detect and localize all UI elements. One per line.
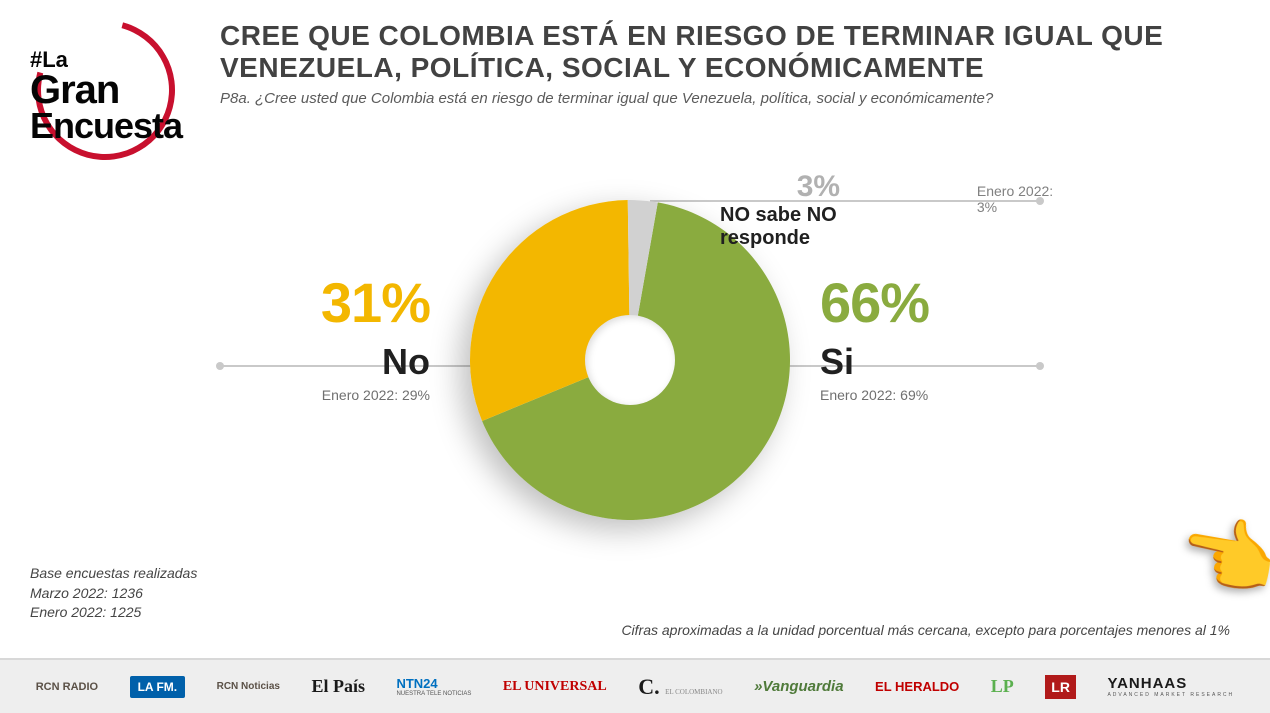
logo-el-universal: EL UNIVERSAL — [503, 679, 607, 695]
page-title: CREE QUE COLOMBIA ESTÁ EN RIESGO DE TERM… — [220, 20, 1240, 84]
question-subtitle: P8a. ¿Cree usted que Colombia está en ri… — [220, 90, 1240, 107]
no-prev: Enero 2022: 29% — [170, 387, 430, 403]
no-percent: 31% — [170, 270, 430, 335]
logo-rcn-radio: RCN RADIO — [36, 681, 98, 693]
nsnr-percent: 3% — [720, 170, 917, 204]
logo-la-fm: LA FM. — [130, 676, 186, 698]
logo-ntn24: NTN24 NUESTRA TELE NOTICIAS — [396, 676, 471, 697]
callout-si: 66% Si Enero 2022: 69% — [820, 270, 1120, 403]
callout-no: 31% No Enero 2022: 29% — [170, 270, 430, 403]
donut-center-hole — [585, 315, 675, 405]
si-prev: Enero 2022: 69% — [820, 387, 1120, 403]
logo-ntn24-text: NTN24 — [396, 676, 437, 691]
no-label: No — [170, 341, 430, 383]
footer-logos: RCN RADIO LA FM. RCN Noticias El País NT… — [0, 658, 1270, 713]
base-heading: Base encuestas realizadas — [30, 564, 197, 584]
base-line-1: Marzo 2022: 1236 — [30, 584, 197, 604]
chart-area: 3% NO sabe NO responde Enero 2022: 3% 66… — [0, 170, 1270, 570]
logo-text: #La Gran Encuesta — [30, 50, 182, 143]
si-percent: 66% — [820, 270, 1120, 335]
nsnr-label: NO sabe NO responde — [720, 204, 917, 250]
logo-colombiano-c: C. — [638, 674, 659, 699]
logo-vanguardia: »Vanguardia — [754, 678, 843, 695]
footnote: Cifras aproximadas a la unidad porcentua… — [621, 622, 1230, 638]
title-block: CREE QUE COLOMBIA ESTÁ EN RIESGO DE TERM… — [200, 20, 1240, 107]
logo-yanhaas: YANHAAS ADVANCED MARKET RESEARCH — [1107, 675, 1234, 698]
logo-la-republica: LR — [1045, 675, 1076, 699]
base-line-2: Enero 2022: 1225 — [30, 603, 197, 623]
logo-el-heraldo: EL HERALDO — [875, 679, 959, 694]
logo-yanhaas-sub: ADVANCED MARKET RESEARCH — [1107, 692, 1234, 698]
survey-logo: #La Gran Encuesta — [20, 20, 200, 160]
callout-nsnr: 3% NO sabe NO responde Enero 2022: 3% — [720, 170, 1070, 250]
logo-el-pais: El País — [311, 676, 365, 697]
base-note: Base encuestas realizadas Marzo 2022: 12… — [30, 564, 197, 623]
logo-rcn-noticias: RCN Noticias — [217, 681, 280, 692]
logo-line-3: Encuesta — [30, 109, 182, 143]
pointing-hand-icon: 👉 — [1173, 502, 1270, 612]
logo-ntn24-sub: NUESTRA TELE NOTICIAS — [396, 691, 471, 697]
si-label: Si — [820, 341, 1120, 383]
logo-colombiano-sub: EL COLOMBIANO — [665, 688, 723, 696]
logo-el-colombiano: C. EL COLOMBIANO — [638, 674, 722, 700]
logo-line-2: Gran — [30, 71, 182, 109]
nsnr-prev: Enero 2022: 3% — [977, 183, 1070, 215]
logo-yanhaas-text: YANHAAS — [1107, 675, 1187, 692]
logo-la-patria: LP — [991, 676, 1014, 697]
